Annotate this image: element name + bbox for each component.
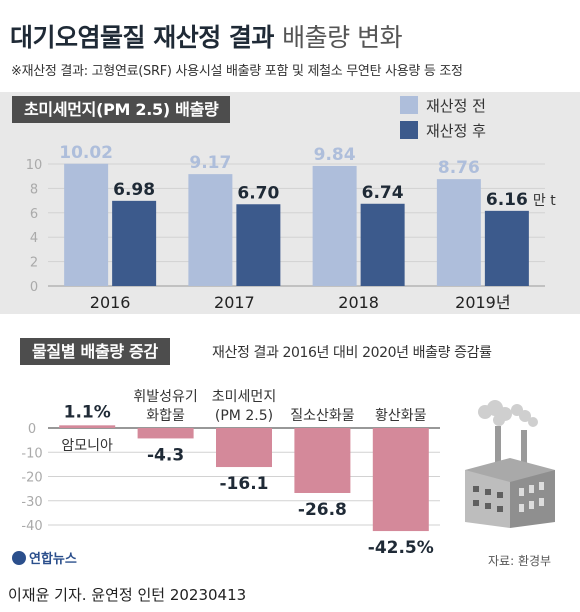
bottom-value-label: -42.5% [368,538,434,558]
top-bar-after [112,200,157,286]
bottom-value-label: -26.8 [298,500,347,520]
bottom-chart-title: 물질별 배출량 증감 [20,338,170,365]
top-value-label: 10.02 [59,143,113,163]
bottom-category-label: 초미세먼지 [212,389,276,405]
chart-note: ※재산정 결과: 고형연료(SRF) 사용시설 배출량 포함 및 제철소 무연탄… [11,64,463,79]
top-bar-chart: 0 2 4 6 8 10 10.026.98 2016 9.17 6.70 2017 9.84 6.74… [26,143,556,312]
top-y-tick-label: 0 [30,280,38,295]
top-value-label: 6.98 [113,180,155,200]
top-unit-label: 만 t [533,193,556,209]
top-x-tick-label: 2019년 [455,293,510,312]
top-value-label: 8.76 [438,158,480,178]
bottom-category-label: (PM 2.5) [215,408,273,424]
top-chart-title: 초미세먼지(PM 2.5) 배출량 [12,96,231,123]
bottom-category-label: 휘발성유기 [133,389,197,405]
bottom-category-label: 암모니아 [61,438,113,454]
top-value-label: 6.74 [362,183,404,203]
bottom-y-tick-label: -10 [21,446,42,461]
top-bar-after [484,210,529,286]
bottom-value-label: -16.1 [220,474,269,494]
logo-text: 연합뉴스 [29,552,77,567]
bottom-y-tick-label: -20 [21,471,42,486]
top-value-label: 9.17 [189,153,231,173]
bottom-bar [294,428,351,493]
top-x-tick-label: 2018 [338,293,379,312]
bottom-value-label: -4.3 [147,445,184,465]
bottom-category-label: 황산화물 [375,408,427,424]
bottom-category-label: 질소산화물 [290,408,355,424]
top-x-tick-label: 2016 [90,293,131,312]
bottom-bar [137,428,194,439]
bottom-bar [216,428,272,468]
top-x-tick-label: 2017 [214,293,255,312]
legend-swatch-after [400,121,418,139]
bottom-bar [372,428,429,532]
top-y-tick-label: 8 [30,182,38,197]
logo: 연합뉴스 [12,548,77,567]
logo-mark-icon [12,551,26,565]
bottom-y-tick-label: 0 [28,422,36,437]
bottom-y-tick-label: -40 [21,519,42,534]
top-bar-before [436,179,481,286]
top-bar-after [236,204,281,286]
legend-label-after: 재산정 후 [426,122,486,140]
title-light: 배출량 변화 [282,23,403,52]
top-value-label: 6.16 [486,190,528,210]
bottom-y-tick-label: -30 [21,495,42,510]
chart-title: 대기오염물질 재산정 결과 배출량 변화 [10,18,403,54]
legend-swatch-before [400,96,418,114]
bottom-category-label: 화합물 [146,408,185,424]
top-y-tick-label: 10 [26,158,43,173]
top-bar-before [64,163,109,286]
top-value-label: 9.84 [314,145,356,165]
source-text: 자료: 환경부 [488,554,552,568]
top-bar-before [312,165,357,286]
title-bold: 대기오염물질 재산정 결과 [10,23,274,52]
top-y-tick-label: 6 [30,207,38,222]
top-bar-before [188,174,233,286]
bottom-chart-subtitle: 재산정 결과 2016년 대비 2020년 배출량 증감률 [212,345,492,361]
top-y-tick-label: 2 [30,256,38,271]
bottom-bar [59,425,116,428]
legend-label-before: 재산정 전 [426,97,486,115]
credit-text: 이재윤 기자. 윤연정 인턴 20230413 [8,586,247,604]
top-bar-after [360,203,405,286]
top-y-tick-label: 4 [30,231,38,246]
bottom-value-label: 1.1% [64,402,111,422]
factory-icon [465,400,555,528]
top-value-label: 6.70 [237,183,279,203]
